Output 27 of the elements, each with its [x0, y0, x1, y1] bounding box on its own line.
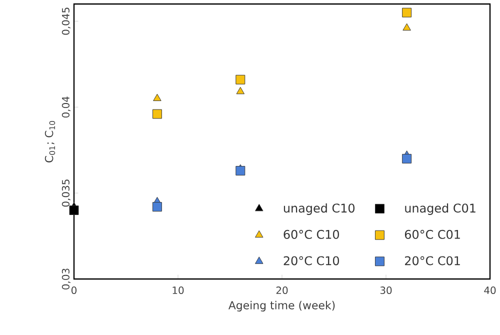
point	[153, 94, 162, 102]
point	[236, 86, 245, 94]
legend-label: unaged C01	[405, 203, 476, 215]
point	[69, 206, 79, 215]
legend-label: 60°C C10	[284, 230, 340, 239]
x-tick-label: 20	[276, 286, 288, 294]
x-axis-title: Ageing time (week)	[228, 300, 335, 312]
legend-label: 20°C C10	[284, 256, 340, 266]
point	[152, 202, 162, 212]
legend-label: unaged C10	[284, 203, 355, 215]
x-tick-label: 0	[71, 286, 77, 294]
legend-label: 60°C C01	[404, 230, 460, 239]
x-tick-label: 10	[172, 286, 184, 294]
x-tick-label: 30	[380, 286, 392, 294]
y-tick-label: 0,045	[62, 8, 70, 35]
point	[402, 8, 412, 18]
y-tick-label: 0,04	[62, 96, 70, 118]
legend-label: 20°C C01	[405, 256, 460, 266]
point	[152, 109, 162, 119]
point	[402, 154, 412, 164]
y-tick-label: 0,035	[62, 180, 70, 207]
x-tick-label: 40	[484, 286, 496, 294]
y-axis-title: C$_{01}$; C$_{10}$	[44, 121, 56, 162]
point	[236, 74, 246, 84]
point	[402, 23, 411, 31]
y-tick-label: 0,03	[62, 268, 70, 290]
point	[236, 166, 246, 176]
